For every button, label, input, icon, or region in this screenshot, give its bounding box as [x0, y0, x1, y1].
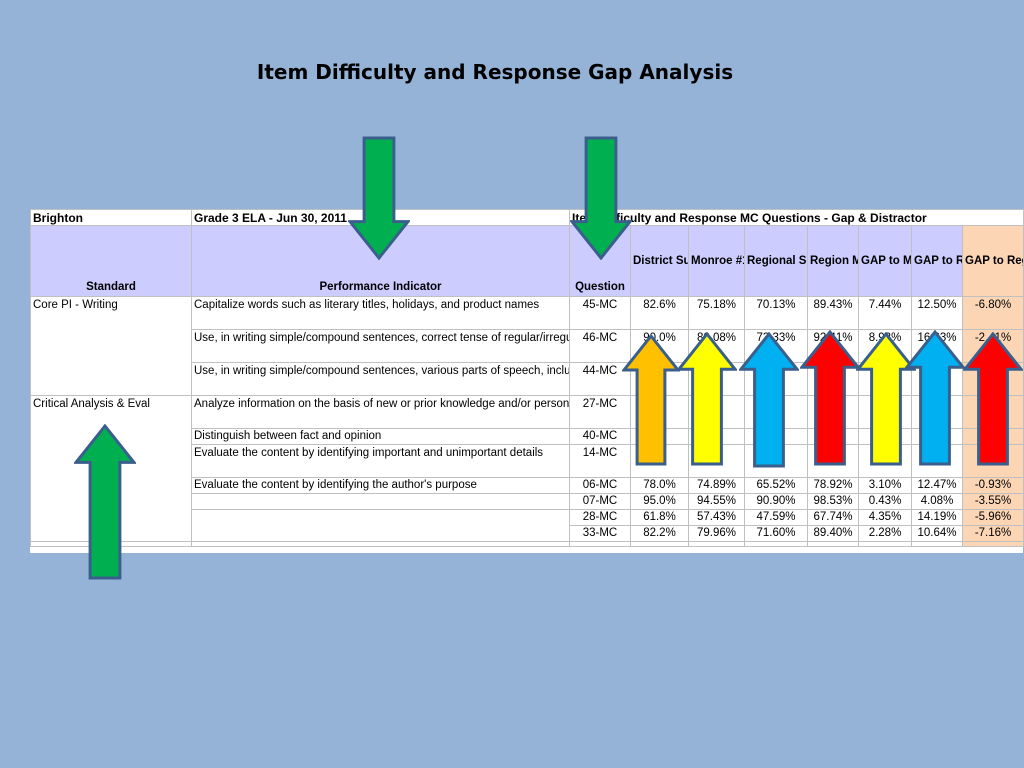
header-district-success-rate: District Success Rate (259)	[630, 225, 689, 297]
up-arrow-regional-icon	[739, 332, 799, 468]
gap-monroe-cell: 7.44%	[858, 296, 912, 330]
performance-indicator-cell	[191, 493, 570, 510]
regional-rate-cell: 70.13%	[744, 296, 808, 330]
monroe-rate-cell: 74.89%	[688, 477, 745, 494]
slide-title: Item Difficulty and Response Gap Analysi…	[256, 60, 734, 84]
empty-cell	[191, 541, 570, 547]
gap-region-cell: 14.19%	[911, 509, 963, 526]
performance-indicator-cell: Use, in writing simple/compound sentence…	[191, 362, 570, 396]
gap-region-mid-cell: -6.80%	[961, 296, 1024, 330]
question-cell: 06-MC	[569, 477, 631, 494]
question-cell: 33-MC	[569, 525, 631, 542]
district-rate-cell: 78.0%	[630, 477, 689, 494]
table-row-blank	[30, 541, 1024, 547]
gap-region-cell: 10.64%	[911, 525, 963, 542]
up-arrow-gap-mid-icon	[963, 332, 1023, 466]
monroe-rate-cell: 75.18%	[688, 296, 745, 330]
up-arrow-district-icon	[622, 334, 680, 466]
standard-cell: Core PI - Writing	[30, 296, 192, 330]
question-cell: 28-MC	[569, 509, 631, 526]
up-arrow-gap-monroe-icon	[856, 332, 916, 466]
monroe-rate-cell: 57.43%	[688, 509, 745, 526]
up-arrow-gap-region-icon	[905, 330, 965, 466]
gap-monroe-cell: 2.28%	[858, 525, 912, 542]
header-monroe-boces: Monroe #1 BOCES (3,413)	[688, 225, 745, 297]
performance-indicator-cell: Evaluate the content by identifying the …	[191, 477, 570, 494]
region-mid-rate-cell: 89.40%	[807, 525, 859, 542]
gap-region-mid-cell: -7.16%	[961, 525, 1024, 542]
performance-indicator-cell: Analyze information on the basis of new …	[191, 395, 570, 429]
school-name: Brighton	[30, 209, 192, 226]
table-row: 28-MC 61.8% 57.43% 47.59% 67.74% 4.35% 14.19% -…	[30, 509, 1024, 526]
gap-region-mid-cell: -3.55%	[961, 493, 1024, 510]
empty-cell	[911, 541, 963, 547]
gap-monroe-cell: 3.10%	[858, 477, 912, 494]
header-regional-success-rate: Regional Success Rate (31420)	[744, 225, 808, 297]
empty-cell	[630, 541, 689, 547]
header-gap-to-region-mid-3: GAP to Region Mid 3	[961, 225, 1024, 297]
standard-cell	[30, 362, 192, 396]
empty-cell	[858, 541, 912, 547]
region-mid-rate-cell: 78.92%	[807, 477, 859, 494]
table-row: Core PI - Writing Capitalize words such a…	[30, 296, 1024, 330]
up-arrow-monroe-icon	[677, 332, 737, 466]
regional-rate-cell: 65.52%	[744, 477, 808, 494]
performance-indicator-cell: Capitalize words such as literary titles…	[191, 296, 570, 330]
empty-cell	[688, 541, 745, 547]
regional-rate-cell: 47.59%	[744, 509, 808, 526]
district-rate-cell: 82.6%	[630, 296, 689, 330]
regional-rate-cell: 71.60%	[744, 525, 808, 542]
question-cell: 46-MC	[569, 329, 631, 363]
question-cell: 07-MC	[569, 493, 631, 510]
performance-indicator-cell	[191, 525, 570, 542]
up-arrow-region-mid-icon	[800, 330, 860, 466]
gap-region-cell: 4.08%	[911, 493, 963, 510]
monroe-rate-cell: 79.96%	[688, 525, 745, 542]
standard-cell: Critical Analysis & Eval	[30, 395, 192, 429]
section-title: Item Difficulty and Response MC Question…	[568, 209, 1024, 226]
regional-rate-cell: 90.90%	[744, 493, 808, 510]
region-mid-rate-cell: 89.43%	[807, 296, 859, 330]
up-arrow-standard-icon	[74, 424, 136, 580]
district-rate-cell: 61.8%	[630, 509, 689, 526]
header-gap-to-monroe: GAP to Monroe #1 BOCES	[858, 225, 912, 297]
gap-region-cell: 12.47%	[911, 477, 963, 494]
region-mid-rate-cell: 98.53%	[807, 493, 859, 510]
gap-region-cell: 12.50%	[911, 296, 963, 330]
question-cell: 45-MC	[569, 296, 631, 330]
empty-cell	[569, 541, 631, 547]
empty-cell	[961, 541, 1024, 547]
empty-cell	[807, 541, 859, 547]
header-standard: Standard	[30, 225, 192, 297]
gap-monroe-cell: 4.35%	[858, 509, 912, 526]
down-arrow-question-icon	[570, 136, 632, 260]
region-mid-rate-cell: 67.74%	[807, 509, 859, 526]
performance-indicator-cell: Distinguish between fact and opinion	[191, 428, 570, 445]
table-row: 07-MC 95.0% 94.55% 90.90% 98.53% 0.43% 4.08% -3…	[30, 493, 1024, 510]
performance-indicator-cell: Use, in writing simple/compound sentence…	[191, 329, 570, 363]
empty-cell	[744, 541, 808, 547]
gap-monroe-cell: 0.43%	[858, 493, 912, 510]
down-arrow-performance-indicator-icon	[348, 136, 410, 260]
standard-cell	[30, 329, 192, 363]
gap-region-mid-cell: -5.96%	[961, 509, 1024, 526]
table-row: Evaluate the content by identifying the …	[30, 477, 1024, 494]
table-row: 33-MC 82.2% 79.96% 71.60% 89.40% 2.28% 10.64% -…	[30, 525, 1024, 542]
header-gap-to-region: GAP to Region	[911, 225, 963, 297]
monroe-rate-cell: 94.55%	[688, 493, 745, 510]
performance-indicator-cell: Evaluate the content by identifying impo…	[191, 444, 570, 478]
district-rate-cell: 95.0%	[630, 493, 689, 510]
question-cell: 14-MC	[569, 444, 631, 478]
district-rate-cell: 82.2%	[630, 525, 689, 542]
gap-region-mid-cell: -0.93%	[961, 477, 1024, 494]
header-region-mid-3: Region Mid 3 (6481)	[807, 225, 859, 297]
performance-indicator-cell	[191, 509, 570, 526]
question-cell: 27-MC	[569, 395, 631, 429]
